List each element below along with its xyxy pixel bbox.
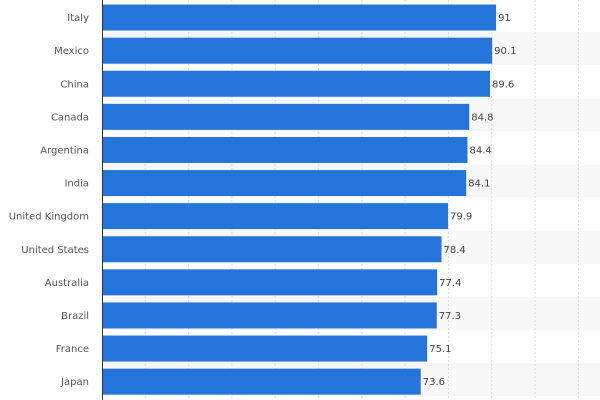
- value-label: 91: [498, 13, 511, 24]
- value-label: 78.4: [444, 245, 466, 256]
- bar: [102, 335, 428, 362]
- value-label: 77.3: [439, 311, 461, 322]
- bars: [102, 4, 497, 395]
- category-label: United Kingdom: [9, 212, 89, 223]
- bar: [102, 203, 449, 230]
- category-label: Brazil: [61, 311, 89, 322]
- category-label: Japan: [60, 377, 89, 388]
- bar: [102, 70, 491, 97]
- bar: [102, 236, 442, 263]
- gridlines: [144, 0, 579, 400]
- category-label: France: [56, 344, 89, 355]
- value-label: 73.6: [423, 377, 445, 388]
- category-label: Australia: [45, 278, 89, 289]
- value-label: 89.6: [492, 79, 514, 90]
- bar: [102, 4, 497, 31]
- bar: [102, 368, 421, 395]
- category-label: China: [60, 79, 89, 90]
- category-label: Argentina: [40, 145, 89, 156]
- bar: [102, 269, 438, 296]
- category-label: Canada: [51, 112, 89, 123]
- value-label: 84.8: [471, 112, 493, 123]
- bar: [102, 37, 493, 64]
- value-label: 84.1: [468, 179, 490, 190]
- category-label: Italy: [67, 13, 89, 24]
- value-label: 90.1: [494, 46, 516, 57]
- labels: Italy 91 Mexico 90.1 China 89.6 Canada 84.8 Arge…: [9, 13, 517, 388]
- bar: [102, 170, 467, 197]
- value-label: 79.9: [450, 212, 472, 223]
- bar: [102, 103, 470, 130]
- value-label: 77.4: [439, 278, 461, 289]
- category-label: India: [64, 179, 89, 190]
- bar: [102, 302, 437, 329]
- value-label: 84.4: [469, 145, 491, 156]
- category-label: United States: [21, 245, 89, 256]
- category-label: Mexico: [54, 46, 89, 57]
- value-label: 75.1: [429, 344, 451, 355]
- bar: [102, 136, 468, 163]
